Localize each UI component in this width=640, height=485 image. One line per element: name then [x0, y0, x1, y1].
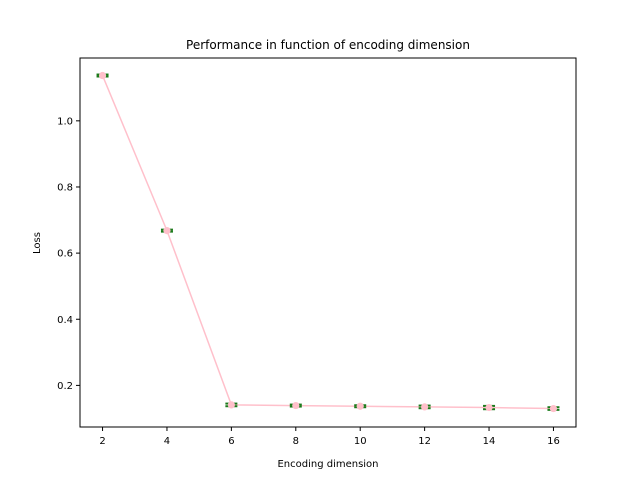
- y-axis: 0.2 0.4 0.6 0.8 1.0: [57, 116, 80, 392]
- y-tick-label: 0.4: [57, 315, 73, 326]
- chart-title: Performance in function of encoding dime…: [186, 38, 470, 52]
- x-tick-label: 12: [418, 436, 431, 447]
- x-tick-label: 2: [99, 436, 105, 447]
- y-tick-label: 0.8: [57, 182, 73, 193]
- data-point: [421, 403, 429, 411]
- x-axis-label: Encoding dimension: [277, 459, 378, 470]
- axes-frame: [79, 57, 577, 428]
- x-tick-label: 6: [228, 436, 234, 447]
- x-tick-label: 8: [293, 436, 299, 447]
- data-point: [98, 71, 107, 80]
- data-point: [227, 401, 235, 409]
- x-tick-label: 14: [483, 436, 496, 447]
- series-line: [101, 75, 554, 410]
- y-axis-label: Loss: [32, 232, 43, 254]
- x-tick-label: 4: [164, 436, 170, 447]
- y-tick-label: 1.0: [57, 116, 73, 127]
- x-axis: 2 4 6 8 10 12 14 16: [99, 427, 560, 447]
- x-tick-label: 10: [354, 436, 367, 447]
- y-tick-label: 0.6: [57, 249, 73, 260]
- plot-area: [79, 57, 577, 428]
- x-tick-label: 16: [547, 436, 560, 447]
- series-layer: [96, 71, 560, 413]
- data-point: [485, 403, 493, 412]
- data-point: [163, 227, 171, 235]
- data-point: [549, 404, 558, 413]
- data-point: [292, 401, 300, 410]
- data-point: [356, 402, 364, 410]
- y-tick-label: 0.2: [57, 381, 73, 392]
